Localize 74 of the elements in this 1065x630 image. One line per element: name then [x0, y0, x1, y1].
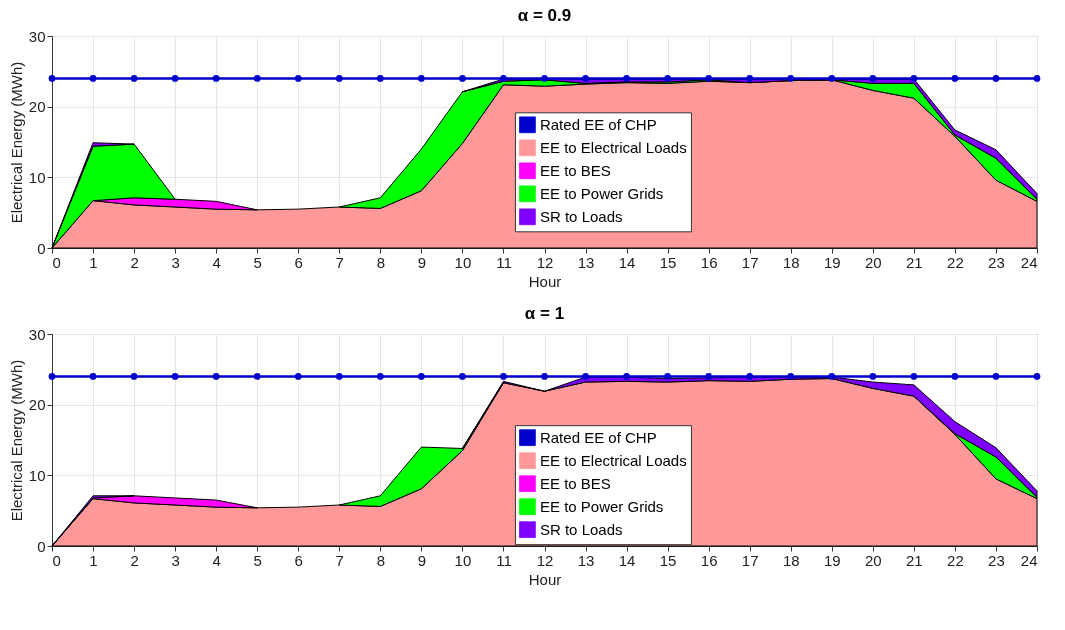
- x-tick-label: 2: [130, 551, 139, 569]
- x-tick-label: 24: [1020, 253, 1038, 271]
- x-tick-label: 14: [618, 551, 636, 569]
- x-tick-label: 16: [700, 551, 718, 569]
- y-tick-label: 0: [37, 537, 46, 555]
- chart-title: α = 0.9: [517, 6, 572, 25]
- legend-label: EE to BES: [539, 474, 611, 492]
- x-tick-label: 17: [741, 253, 759, 271]
- x-axis-title: Hour: [528, 272, 562, 290]
- x-tick-label: 3: [171, 253, 180, 271]
- legend-label: EE to Power Grids: [539, 184, 664, 202]
- x-tick-label: 15: [659, 253, 677, 271]
- x-tick-label: 10: [454, 253, 472, 271]
- y-tick-label: 10: [28, 466, 46, 484]
- x-tick-label: 1: [89, 253, 98, 271]
- x-tick-label: 13: [577, 253, 595, 271]
- x-tick-label: 8: [376, 551, 386, 569]
- x-tick-label: 17: [741, 551, 759, 569]
- legend-label: EE to Power Grids: [539, 497, 664, 515]
- legend-label: EE to BES: [539, 161, 611, 179]
- x-tick-label: 23: [988, 253, 1005, 271]
- x-tick-label: 20: [864, 253, 882, 271]
- x-tick-label: 22: [947, 551, 964, 569]
- x-tick-label: 9: [417, 253, 427, 271]
- x-tick-label: 18: [782, 551, 800, 569]
- x-tick-label: 19: [823, 551, 841, 569]
- x-tick-label: 21: [906, 253, 923, 271]
- x-tick-label: 13: [577, 551, 595, 569]
- x-tick-label: 11: [496, 551, 512, 569]
- x-tick-label: 15: [659, 551, 677, 569]
- legend-label: Rated EE of CHP: [539, 428, 657, 446]
- x-tick-label: 8: [376, 253, 386, 271]
- x-tick-label: 3: [171, 551, 180, 569]
- x-tick-label: 22: [947, 253, 964, 271]
- x-tick-label: 1: [89, 551, 98, 569]
- y-tick-label: 20: [28, 396, 46, 414]
- legend-label: SR to Loads: [539, 207, 623, 225]
- x-tick-label: 12: [536, 253, 554, 271]
- legend-label: Rated EE of CHP: [539, 115, 657, 133]
- legend-label: EE to Electrical Loads: [539, 451, 687, 469]
- y-axis-title: Electrical Energy (MWh): [7, 359, 25, 522]
- x-tick-label: 20: [864, 551, 882, 569]
- x-tick-label: 4: [212, 551, 221, 569]
- x-tick-label: 11: [496, 253, 512, 271]
- x-tick-label: 0: [52, 551, 61, 569]
- chart-title: α = 1: [524, 304, 565, 323]
- x-tick-label: 6: [294, 551, 303, 569]
- x-tick-label: 21: [906, 551, 923, 569]
- x-tick-label: 5: [253, 253, 262, 271]
- y-tick-label: 30: [28, 325, 46, 343]
- x-tick-label: 5: [253, 551, 262, 569]
- y-tick-label: 30: [28, 27, 46, 45]
- x-axis-title: Hour: [528, 570, 562, 588]
- x-tick-label: 18: [782, 253, 800, 271]
- x-tick-label: 4: [212, 253, 221, 271]
- x-tick-label: 19: [823, 253, 841, 271]
- x-tick-label: 10: [454, 551, 472, 569]
- y-tick-label: 0: [37, 239, 46, 257]
- x-tick-label: 2: [130, 253, 139, 271]
- y-axis-title: Electrical Energy (MWh): [7, 61, 25, 224]
- x-tick-label: 6: [294, 253, 303, 271]
- legend-label: EE to Electrical Loads: [539, 138, 687, 156]
- x-tick-label: 14: [618, 253, 636, 271]
- x-tick-label: 24: [1020, 551, 1038, 569]
- x-tick-label: 9: [417, 551, 427, 569]
- y-tick-label: 10: [28, 168, 46, 186]
- x-tick-label: 23: [988, 551, 1005, 569]
- legend-label: SR to Loads: [539, 520, 623, 538]
- y-tick-label: 20: [28, 98, 46, 116]
- x-tick-label: 7: [335, 551, 344, 569]
- x-tick-label: 0: [52, 253, 61, 271]
- x-tick-label: 7: [335, 253, 344, 271]
- x-tick-label: 16: [700, 253, 718, 271]
- x-tick-label: 12: [536, 551, 554, 569]
